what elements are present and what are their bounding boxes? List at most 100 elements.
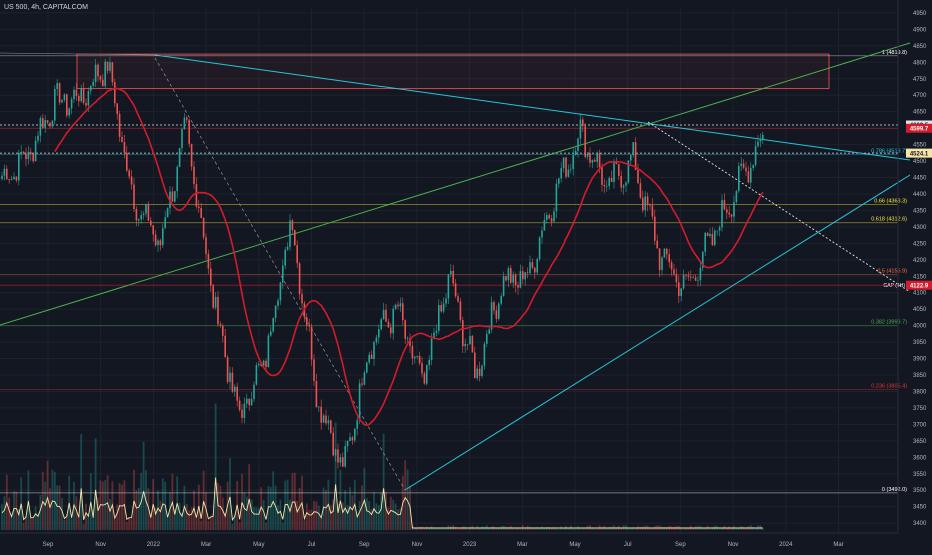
candle-body bbox=[339, 457, 342, 463]
candle-body bbox=[1, 175, 3, 180]
price-label-box bbox=[906, 123, 932, 133]
green-trendline bbox=[0, 42, 911, 326]
y-tick-label: 3550 bbox=[913, 472, 927, 478]
candle-body bbox=[212, 285, 214, 308]
candle-body bbox=[34, 140, 37, 162]
candle-body bbox=[289, 220, 291, 247]
candle-body bbox=[205, 237, 207, 254]
volume-bar bbox=[423, 528, 426, 530]
candle-body bbox=[723, 200, 726, 210]
top-connector bbox=[0, 52, 156, 56]
volume-bar bbox=[545, 527, 548, 530]
volume-bar bbox=[591, 527, 594, 530]
candle-body bbox=[709, 233, 711, 236]
candle-body bbox=[356, 420, 358, 429]
volume-bar bbox=[169, 492, 171, 530]
candle-body bbox=[627, 160, 630, 183]
candle-body bbox=[622, 185, 625, 188]
volume-bar bbox=[281, 522, 284, 530]
volume-bar bbox=[58, 485, 61, 530]
y-tick-label: 3450 bbox=[913, 505, 927, 511]
candle-body bbox=[577, 138, 579, 151]
candle-body bbox=[56, 83, 58, 89]
candle-body bbox=[598, 153, 601, 168]
x-tick-label: 2022 bbox=[147, 542, 161, 548]
volume-bar bbox=[53, 471, 56, 530]
candle-body bbox=[514, 274, 517, 286]
volume-bar bbox=[130, 517, 133, 530]
candle-body bbox=[594, 160, 596, 162]
candle-body bbox=[243, 403, 246, 418]
volume-bar bbox=[519, 528, 522, 530]
candle-body bbox=[390, 327, 392, 334]
candle-body bbox=[661, 257, 663, 271]
cyan-trendline-lower bbox=[404, 174, 911, 491]
candle-body bbox=[637, 170, 639, 184]
volume-bar bbox=[116, 504, 119, 530]
candle-body bbox=[267, 335, 270, 368]
candle-body bbox=[219, 324, 222, 326]
volume-bar bbox=[1, 503, 3, 530]
candle-body bbox=[342, 457, 344, 467]
volume-bar bbox=[25, 516, 27, 530]
volume-bar bbox=[368, 501, 371, 530]
candle-body bbox=[154, 234, 157, 246]
candle-body bbox=[632, 142, 634, 156]
volume-bar bbox=[495, 528, 498, 530]
candle-body bbox=[277, 300, 279, 306]
volume-bar bbox=[413, 527, 416, 530]
candle-body bbox=[488, 329, 490, 334]
candle-body bbox=[534, 267, 536, 273]
candle-body bbox=[474, 352, 476, 379]
volume-bar bbox=[188, 510, 191, 530]
zone-layer bbox=[76, 53, 830, 90]
candle-body bbox=[466, 343, 469, 345]
candle-body bbox=[498, 303, 500, 319]
volume-bar bbox=[217, 482, 219, 530]
candle-body bbox=[68, 108, 70, 116]
candle-body bbox=[418, 355, 421, 364]
candle-body bbox=[699, 267, 702, 281]
volume-bar bbox=[752, 527, 755, 530]
candle-body bbox=[742, 163, 745, 168]
candle-body bbox=[25, 153, 27, 160]
candle-body bbox=[682, 274, 685, 289]
candle-body bbox=[387, 321, 390, 328]
candle-body bbox=[464, 343, 466, 347]
candle-body bbox=[370, 354, 373, 360]
candle-body bbox=[171, 191, 174, 202]
volume-bar bbox=[356, 515, 359, 530]
volume-bar bbox=[574, 528, 577, 530]
candle-body bbox=[253, 384, 255, 399]
volume-bar bbox=[219, 485, 222, 530]
volume-layer bbox=[1, 403, 764, 530]
candle-body bbox=[543, 219, 546, 231]
candle-body bbox=[447, 274, 450, 299]
candle-body bbox=[39, 118, 42, 136]
y-tick-label: 4400 bbox=[913, 192, 927, 198]
x-tick-label: Mar bbox=[833, 542, 843, 548]
volume-bar bbox=[313, 501, 315, 530]
volume-bar bbox=[248, 464, 251, 530]
candle-body bbox=[759, 140, 762, 142]
candle-body bbox=[147, 204, 150, 221]
volume-bar bbox=[279, 499, 282, 530]
volume-bar bbox=[334, 422, 337, 530]
candle-body bbox=[570, 169, 572, 170]
volume-bar bbox=[341, 502, 344, 530]
candle-body bbox=[63, 94, 66, 100]
y-tick-label: 3800 bbox=[913, 389, 927, 395]
volume-bar bbox=[377, 505, 380, 530]
volume-bar bbox=[80, 434, 83, 530]
volume-bar bbox=[701, 528, 704, 530]
candle-body bbox=[502, 276, 505, 296]
volume-bar bbox=[370, 508, 373, 530]
volume-bar bbox=[221, 497, 224, 530]
candle-body bbox=[159, 240, 162, 246]
candle-body bbox=[601, 167, 603, 185]
candle-body bbox=[231, 372, 234, 392]
x-tick-label: 2023 bbox=[463, 542, 477, 548]
volume-bar bbox=[457, 528, 459, 530]
